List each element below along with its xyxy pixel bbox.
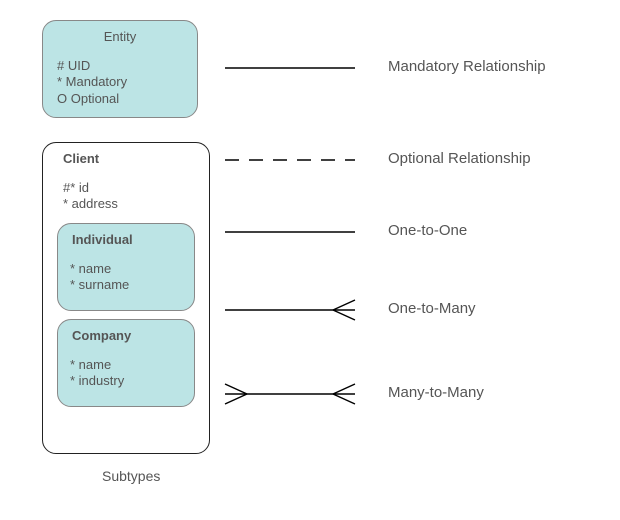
subtype-attr: * name — [70, 261, 182, 277]
subtype-title: Individual — [70, 232, 182, 247]
mandatory-line-icon — [225, 56, 355, 80]
subtypes-caption: Subtypes — [102, 468, 160, 484]
one-to-many-icon — [225, 298, 355, 322]
client-title: Client — [57, 151, 195, 166]
subtype-attr: * surname — [70, 277, 182, 293]
entity-attr: * Mandatory — [57, 74, 183, 90]
entity-attr: # UID — [57, 58, 183, 74]
subtype-attr: * industry — [70, 373, 182, 389]
legend-label: Mandatory Relationship — [388, 58, 546, 75]
subtype-title: Company — [70, 328, 182, 343]
subtype-company-box: Company * name * industry — [57, 319, 195, 407]
entity-attr: O Optional — [57, 91, 183, 107]
many-to-many-icon — [225, 382, 355, 406]
legend-label: Many-to-Many — [388, 384, 484, 401]
client-attr: #* id — [57, 180, 195, 196]
optional-line-icon — [225, 148, 355, 172]
legend-label: One-to-One — [388, 222, 467, 239]
entity-title: Entity — [57, 29, 183, 44]
client-attr: * address — [57, 196, 195, 212]
subtype-individual-box: Individual * name * surname — [57, 223, 195, 311]
entity-notation-box: Entity # UID * Mandatory O Optional — [42, 20, 198, 118]
one-to-one-icon — [225, 220, 355, 244]
subtype-attr: * name — [70, 357, 182, 373]
legend-label: One-to-Many — [388, 300, 476, 317]
legend-label: Optional Relationship — [388, 150, 531, 167]
client-supertype-box: Client #* id * address Individual * name… — [42, 142, 210, 454]
